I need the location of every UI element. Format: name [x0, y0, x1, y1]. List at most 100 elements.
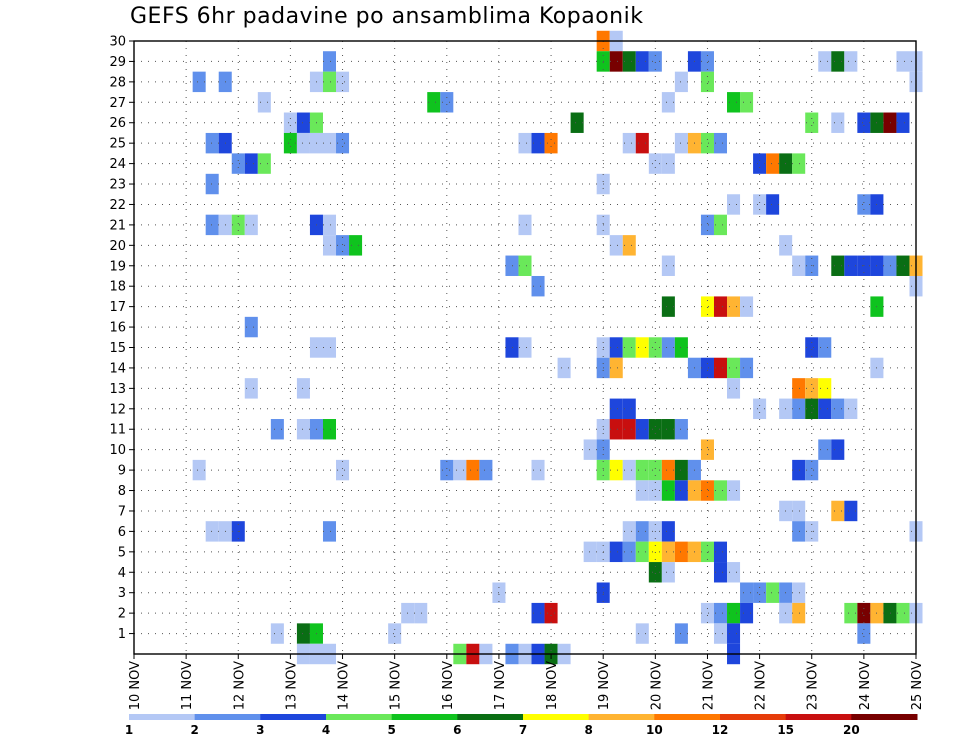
- heatmap-cell: [844, 602, 858, 624]
- heatmap-cell: [674, 459, 688, 481]
- heatmap-cell: [896, 255, 910, 276]
- heatmap-cell: [622, 132, 636, 154]
- x-tick-label: 20 NOV: [649, 661, 664, 710]
- heatmap-cell: [609, 357, 623, 379]
- heatmap-cell: [792, 398, 806, 420]
- heatmap-cell: [792, 582, 806, 603]
- heatmap-cell: [244, 214, 258, 236]
- heatmap-cell: [727, 296, 741, 317]
- heatmap-cell: [609, 419, 623, 440]
- heatmap-cell: [661, 153, 675, 174]
- heatmap-cell: [740, 92, 754, 113]
- y-tick-label: 4: [118, 566, 126, 581]
- heatmap-cell: [648, 541, 662, 563]
- heatmap-cell: [635, 337, 649, 358]
- heatmap-cell: [818, 439, 832, 460]
- heatmap-cell: [727, 378, 741, 399]
- heatmap-cell: [635, 51, 649, 72]
- colorbar: 1 2 3 4 5 6 7 8 10 12 15 20: [125, 714, 918, 737]
- heatmap-cell: [322, 419, 337, 440]
- heatmap-cell: [648, 419, 662, 440]
- heatmap-cell: [283, 112, 297, 133]
- heatmap-cell: [570, 112, 584, 133]
- heatmap-cell: [766, 153, 780, 174]
- heatmap-cell: [609, 398, 623, 420]
- colorbar-swatch: [457, 714, 524, 720]
- heatmap-cell: [674, 623, 688, 644]
- heatmap-cell: [322, 235, 337, 256]
- colorbar-label: 15: [777, 723, 794, 737]
- heatmap-cell: [205, 173, 219, 195]
- heatmap-cell: [883, 602, 897, 624]
- heatmap-cell: [583, 439, 597, 460]
- y-tick-label: 29: [109, 55, 126, 70]
- heatmap-cell: [883, 255, 897, 276]
- heatmap-cell: [270, 623, 284, 644]
- heatmap-cell: [622, 521, 636, 542]
- heatmap-cell: [557, 357, 571, 379]
- y-tick-label: 21: [109, 218, 126, 233]
- heatmap-cell: [296, 623, 310, 644]
- heatmap-cell: [296, 132, 310, 154]
- heatmap-cell: [635, 459, 649, 481]
- heatmap-cell: [518, 337, 532, 358]
- y-tick-label: 25: [109, 137, 126, 152]
- heatmap-cell: [635, 521, 649, 542]
- heatmap-cell: [792, 153, 806, 174]
- heatmap-cell: [296, 112, 310, 133]
- y-tick-label: 13: [109, 382, 126, 397]
- heatmap-cell: [713, 562, 728, 583]
- heatmap-cell: [700, 602, 714, 624]
- heatmap-cell: [479, 459, 493, 481]
- y-tick-label: 9: [118, 464, 126, 479]
- heatmap-cell: [648, 459, 662, 481]
- y-tick-label: 27: [109, 96, 126, 111]
- x-tick-label: 23 NOV: [806, 661, 821, 710]
- heatmap-cell: [805, 378, 819, 399]
- heatmap-cell: [192, 71, 206, 93]
- heatmap-cell: [322, 51, 337, 72]
- colorbar-swatch: [654, 714, 721, 720]
- heatmap-cell: [635, 419, 649, 440]
- colorbar-swatch: [326, 714, 393, 720]
- heatmap-cell: [792, 500, 806, 522]
- heatmap-cell: [831, 112, 845, 133]
- heatmap-cell: [453, 459, 467, 481]
- x-tick-label: 15 NOV: [389, 661, 404, 710]
- colorbar-label: 6: [453, 723, 461, 737]
- heatmap-cell: [753, 153, 767, 174]
- heatmap-cell: [700, 51, 714, 72]
- heatmap-cell: [792, 255, 806, 276]
- heatmap-cell: [740, 582, 754, 603]
- x-tick-label: 12 NOV: [232, 661, 247, 710]
- heatmap-cell: [205, 132, 219, 154]
- heatmap-cell: [713, 357, 728, 379]
- heatmap-cell: [322, 71, 337, 93]
- heatmap-cell: [831, 439, 845, 460]
- y-tick-label: 10: [109, 443, 126, 458]
- colorbar-swatch: [588, 714, 655, 720]
- heatmap-cell: [622, 51, 636, 72]
- x-tick-label: 25 NOV: [910, 661, 925, 710]
- heatmap-cell: [661, 480, 675, 501]
- heatmap-cell: [609, 337, 623, 358]
- colorbar-label: 5: [387, 723, 395, 737]
- heatmap-cell: [831, 255, 845, 276]
- heatmap-cell: [622, 337, 636, 358]
- heatmap-cell: [231, 214, 245, 236]
- heatmap-cell: [283, 132, 297, 154]
- heatmap-cell: [609, 541, 623, 563]
- colorbar-swatch: [785, 714, 852, 720]
- heatmap-cell: [700, 71, 714, 93]
- heatmap-cell: [831, 51, 845, 72]
- y-axis: 1234567891011121314151617181920212223242…: [109, 35, 134, 642]
- heatmap-cell: [205, 214, 219, 236]
- heatmap-cell: [296, 419, 310, 440]
- heatmap-cell: [622, 541, 636, 563]
- heatmap-cell: [440, 459, 454, 481]
- heatmap-cell: [700, 132, 714, 154]
- heatmap-cell: [818, 337, 832, 358]
- colorbar-label: 3: [256, 723, 264, 737]
- heatmap-cell: [205, 521, 219, 542]
